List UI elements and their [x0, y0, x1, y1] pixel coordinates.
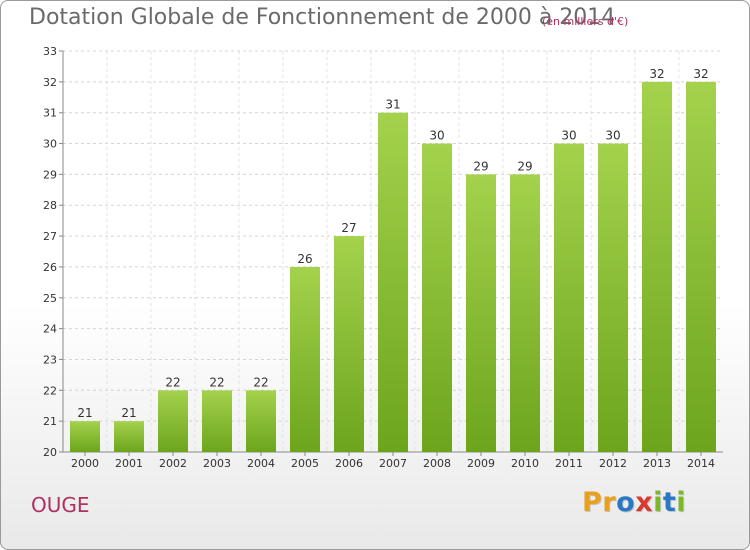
- bar-2014: [686, 81, 716, 452]
- logo-letter: i: [653, 487, 663, 518]
- x-tick-label: 2001: [115, 457, 143, 470]
- data-label: 27: [341, 221, 356, 235]
- y-tick-label: 31: [43, 107, 57, 120]
- y-tick-label: 22: [43, 384, 57, 397]
- data-label: 29: [473, 159, 488, 173]
- x-tick-label: 2002: [159, 457, 187, 470]
- data-label: 22: [165, 375, 180, 389]
- x-tick-label: 2011: [555, 457, 583, 470]
- x-tick-label: 2008: [423, 457, 451, 470]
- y-tick-label: 29: [43, 168, 57, 181]
- y-tick-label: 32: [43, 76, 57, 89]
- y-tick-label: 33: [43, 45, 57, 58]
- y-tick-label: 23: [43, 353, 57, 366]
- labels: 20 21 22 23 24 25 26 27 28 29 30 31 32 33 21 2000 21 2001…: [43, 45, 715, 470]
- bar-2004: [246, 390, 276, 452]
- bar-2002: [158, 390, 188, 452]
- x-tick-label: 2004: [247, 457, 275, 470]
- logo-letter: o: [616, 487, 636, 518]
- logo-letter: P: [582, 487, 603, 518]
- bar-2001: [114, 421, 144, 452]
- bar-2000: [70, 421, 100, 452]
- data-label: 21: [77, 406, 92, 420]
- bar-2007: [378, 112, 408, 452]
- y-tick-label: 27: [43, 230, 57, 243]
- bar-2010: [510, 174, 540, 452]
- data-label: 32: [649, 67, 664, 81]
- chart-title: Dotation Globale de Fonctionnement de 20…: [29, 5, 616, 30]
- data-label: 30: [561, 129, 576, 143]
- y-tick-label: 24: [43, 323, 57, 336]
- x-tick-label: 2003: [203, 457, 231, 470]
- y-tick-label: 20: [43, 446, 57, 459]
- bar-2003: [202, 390, 232, 452]
- x-tick-label: 2010: [511, 457, 539, 470]
- bar-2009: [466, 174, 496, 452]
- data-label: 29: [517, 159, 532, 173]
- y-tick-label: 25: [43, 292, 57, 305]
- x-tick-label: 2006: [335, 457, 363, 470]
- x-tick-label: 2009: [467, 457, 495, 470]
- x-tick-label: 2000: [71, 457, 99, 470]
- data-label: 32: [693, 67, 708, 81]
- bar-2006: [334, 236, 364, 452]
- y-tick-label: 28: [43, 199, 57, 212]
- x-tick-label: 2012: [599, 457, 627, 470]
- commune-name: OUGE: [31, 493, 90, 517]
- logo-letter: r: [602, 487, 617, 518]
- proxiti-logo: Proxiti: [582, 487, 686, 518]
- bar-2013: [642, 81, 672, 452]
- y-tick-label: 30: [43, 138, 57, 151]
- y-tick-label: 26: [43, 261, 57, 274]
- x-tick-label: 2013: [643, 457, 671, 470]
- data-label: 21: [121, 406, 136, 420]
- logo-letter: i: [676, 487, 687, 518]
- bar-2008: [422, 143, 452, 453]
- data-label: 26: [297, 252, 312, 266]
- logo-letter: t: [662, 487, 677, 518]
- y-tick-label: 21: [43, 415, 57, 428]
- bar-2012: [598, 143, 628, 453]
- data-label: 30: [429, 129, 444, 143]
- data-label: 30: [605, 129, 620, 143]
- x-tick-label: 2005: [291, 457, 319, 470]
- x-tick-label: 2014: [687, 457, 715, 470]
- data-label: 31: [385, 98, 400, 112]
- chart-unit: (en milliers d'€): [542, 15, 629, 28]
- logo-letter: x: [635, 487, 654, 518]
- x-tick-label: 2007: [379, 457, 407, 470]
- bar-2011: [554, 143, 584, 453]
- bar-2005: [290, 266, 320, 452]
- data-label: 22: [253, 375, 268, 389]
- bars: [70, 81, 716, 453]
- data-label: 22: [209, 375, 224, 389]
